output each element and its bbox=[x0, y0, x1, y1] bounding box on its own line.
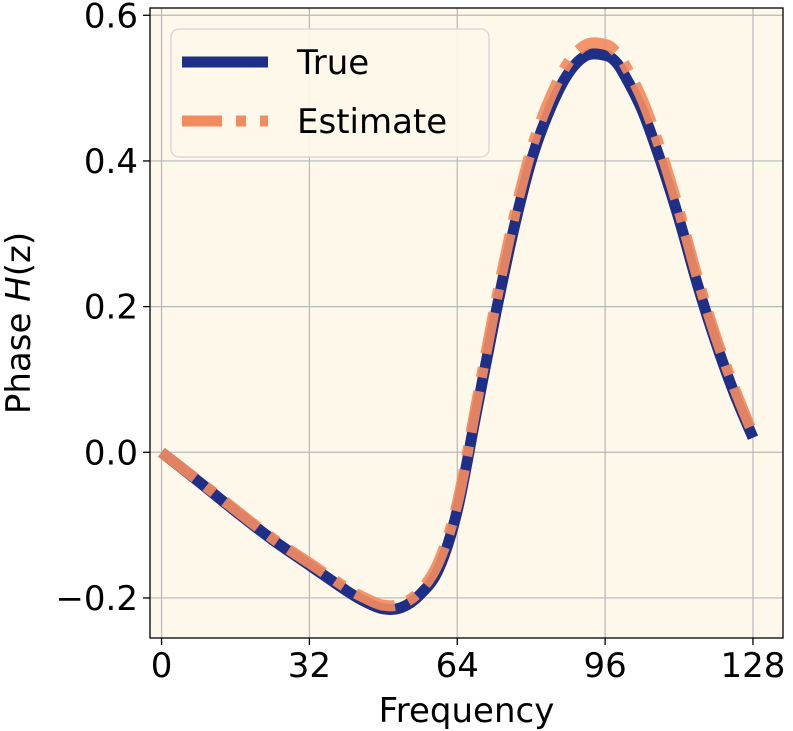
legend: True Estimate bbox=[170, 28, 490, 158]
y-axis-label-prefix: Phase bbox=[0, 302, 39, 414]
x-axis-ticks: 0 32 64 96 128 bbox=[151, 638, 786, 686]
x-tick-label: 96 bbox=[583, 646, 626, 686]
x-tick-label: 128 bbox=[721, 646, 786, 686]
y-tick-label: 0.0 bbox=[84, 433, 138, 473]
legend-label-true: True bbox=[296, 43, 369, 83]
y-tick-label: 0.4 bbox=[84, 142, 138, 182]
y-axis-ticks: −0.2 0.0 0.2 0.4 0.6 bbox=[55, 0, 150, 619]
y-axis-label-symbol: H bbox=[0, 276, 39, 302]
y-axis-label-suffix: (z) bbox=[0, 232, 39, 276]
x-tick-label: 64 bbox=[436, 646, 479, 686]
series-line-estimate bbox=[158, 37, 759, 612]
y-tick-label: 0.2 bbox=[84, 288, 138, 328]
x-tick-label: 0 bbox=[151, 646, 173, 686]
y-axis-label: Phase H(z) bbox=[0, 232, 39, 414]
x-tick-label: 32 bbox=[288, 646, 331, 686]
series-lines bbox=[158, 37, 759, 615]
legend-label-estimate: Estimate bbox=[297, 102, 447, 142]
y-tick-label: 0.6 bbox=[84, 0, 138, 36]
plot-frame bbox=[149, 7, 784, 639]
x-axis-label: Frequency bbox=[379, 691, 555, 731]
y-tick-label: −0.2 bbox=[55, 579, 138, 619]
